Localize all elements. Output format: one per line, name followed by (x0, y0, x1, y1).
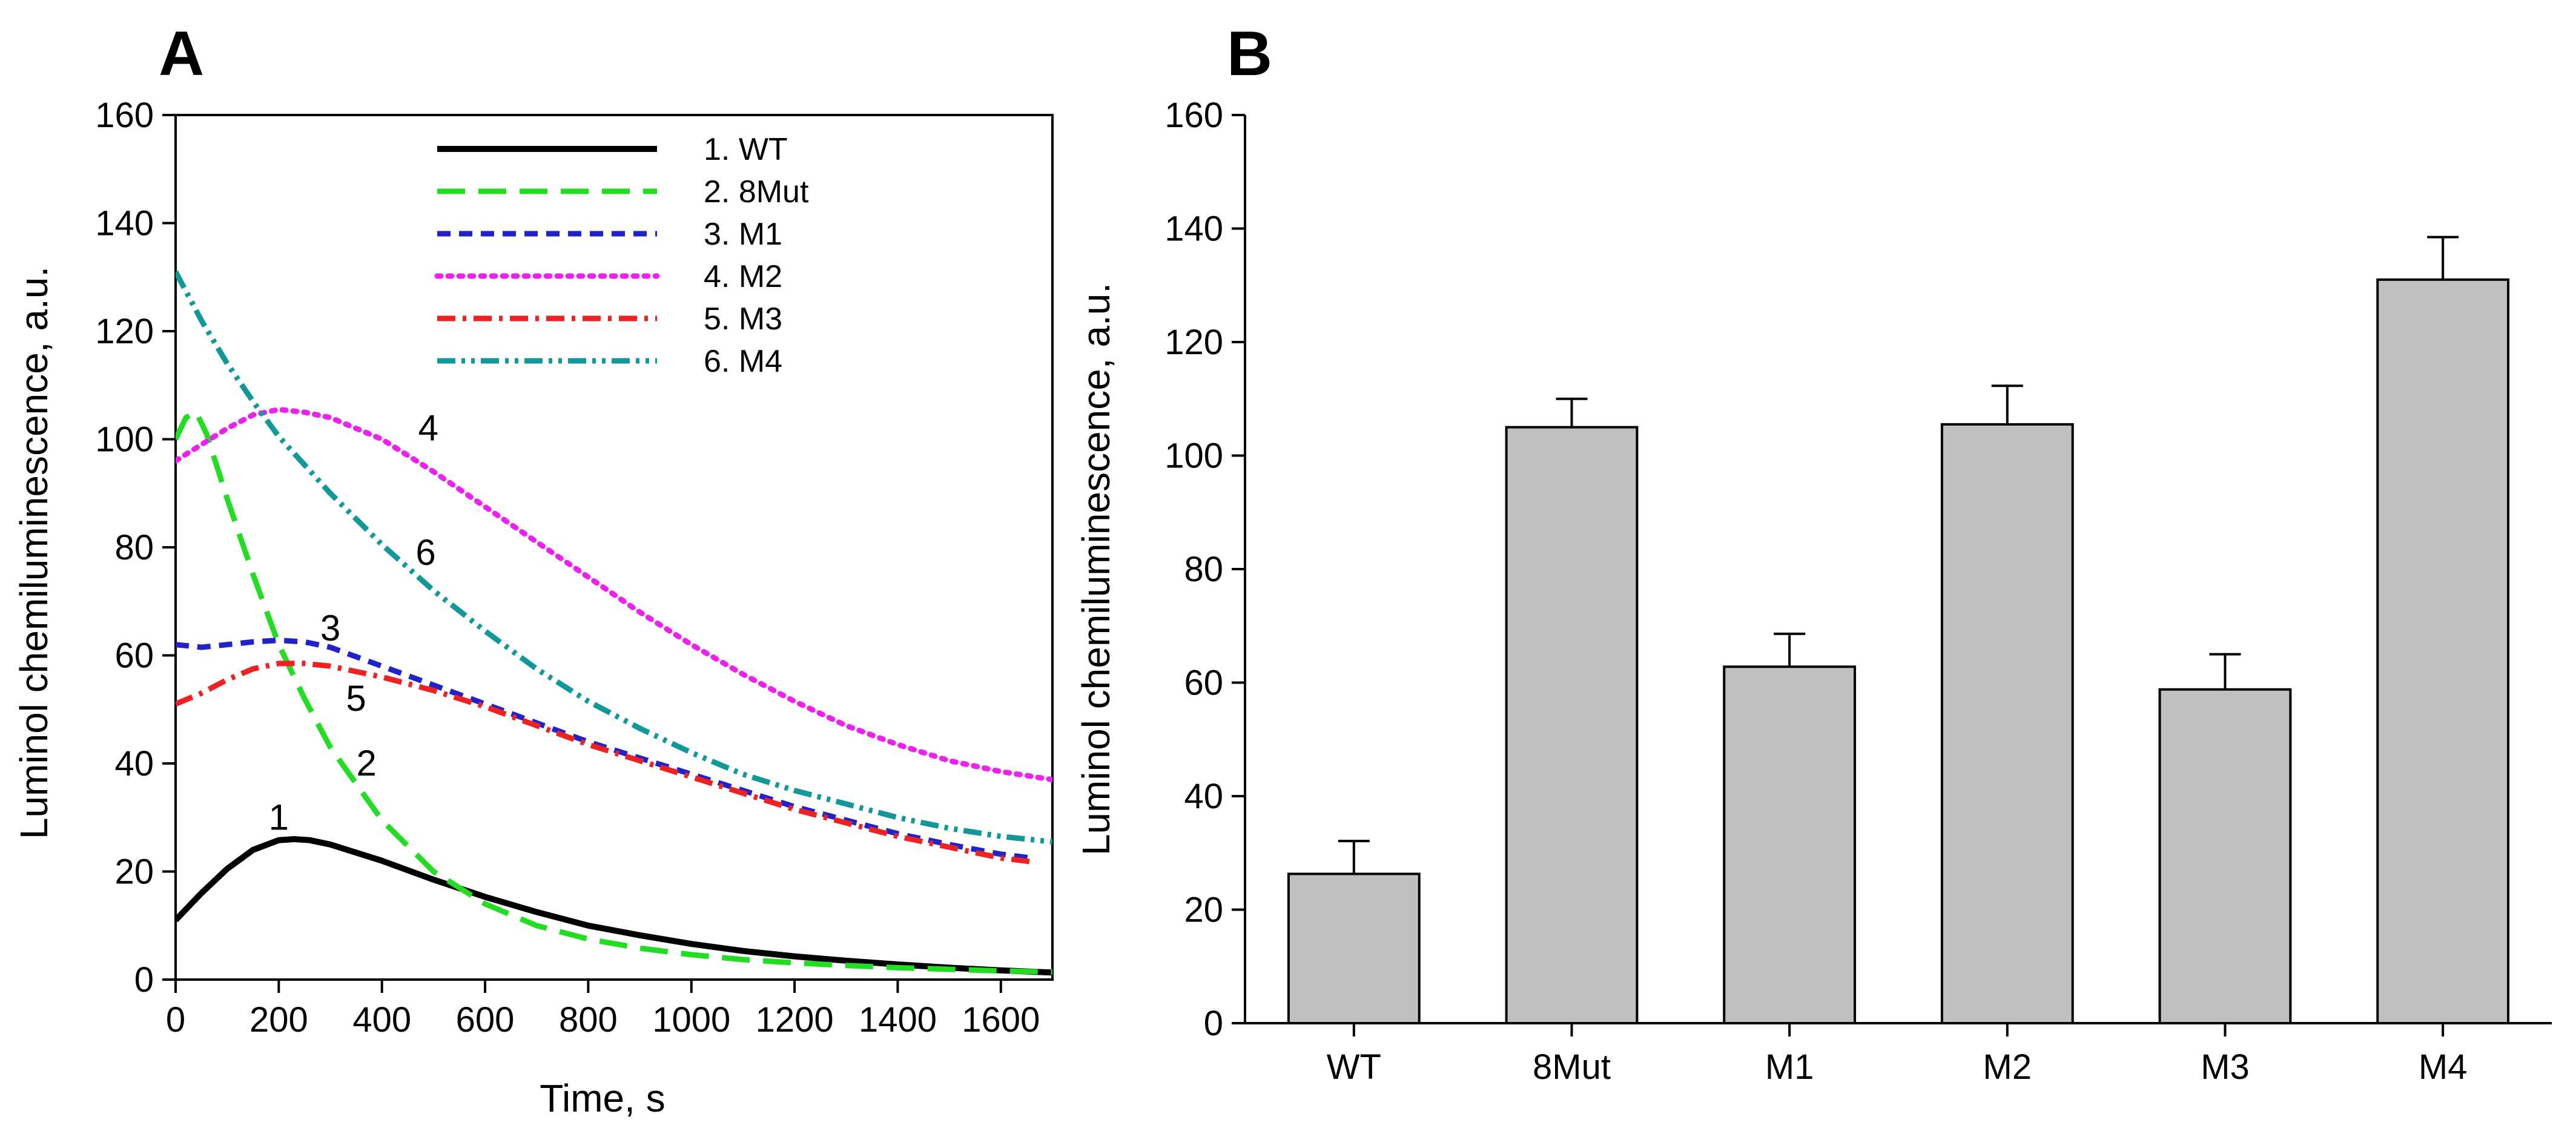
panel-a-y-tick-label: 20 (114, 852, 154, 892)
bar-M3 (2158, 688, 2292, 1024)
series-line-6 (176, 270, 1052, 845)
panel-b-x-tick-label: M2 (1983, 1047, 2032, 1087)
panel-a-x-tick-label: 1600 (962, 1000, 1040, 1040)
panel-a-letter: A (159, 19, 204, 89)
panel-a-x-tick-label: 1400 (859, 1000, 937, 1040)
bar-WT (1287, 872, 1421, 1024)
legend-label: 3. M1 (704, 217, 782, 252)
panel-b-x-tick-label: M4 (2419, 1047, 2468, 1087)
panel-a-y-tick-label: 0 (134, 960, 154, 1000)
series-curve-label-6: 6 (415, 532, 435, 573)
panel-a-y-tick-label: 60 (114, 636, 154, 676)
series-line-5 (176, 661, 1032, 865)
series-line-2 (176, 409, 1052, 975)
panel-b-y-tick-label: 80 (1184, 550, 1223, 589)
panel-b-y-tick-label: 140 (1164, 209, 1223, 249)
legend-label: 4. M2 (704, 259, 782, 294)
panel-a-x-axis-title: Time, s (540, 1076, 665, 1120)
panel-b-x-tick-label: 8Mut (1533, 1047, 1611, 1087)
panel-a-x-tick-label: 0 (166, 1000, 185, 1040)
series-curve-label-4: 4 (418, 408, 438, 449)
legend-label: 6. M4 (704, 344, 782, 379)
panel-a-x-tick-label: 200 (249, 1000, 308, 1040)
panel-a-y-axis-title: Luminol chemiluminescence, a.u. (12, 266, 56, 839)
panel-b-y-tick-label: 120 (1164, 323, 1223, 362)
panel-b-y-tick-label: 20 (1184, 891, 1223, 930)
bar-M4 (2376, 278, 2510, 1024)
panel-a-x-tick-label: 1000 (652, 1000, 730, 1040)
panel-b-y-tick-label: 40 (1184, 777, 1223, 816)
bar-M2 (1940, 423, 2074, 1024)
panel-b-y-tick-label: 100 (1164, 437, 1223, 476)
panel-a-x-tick-label: 1200 (756, 1000, 834, 1040)
bar-8Mut (1505, 426, 1639, 1024)
panel-a-y-tick-label: 100 (95, 420, 154, 460)
panel-a-y-tick-label: 80 (114, 528, 154, 567)
panel-b-x-tick-label: WT (1327, 1047, 1381, 1087)
panel-b-marks: 0 20 40 60 80 100 120 140 160 WT 8Mut M1 M2 M3 M4 (1164, 96, 2552, 1087)
bar-M1 (1723, 665, 1857, 1024)
panel-a-plot-frame (174, 114, 1054, 981)
panel-a-x-tick-label: 800 (559, 1000, 618, 1040)
panel-a-y-tick-label: 40 (114, 744, 154, 783)
panel-a-x-tick-label: 600 (456, 1000, 515, 1040)
panel-b-y-tick-label: 160 (1164, 96, 1223, 135)
panel-a-x-tick-label: 400 (352, 1000, 411, 1040)
panel-b-bar-chart: B 0 20 40 60 80 100 120 140 160 WT 8Mut M1 M2 M3 M4 Lu… (1074, 19, 2552, 1087)
panel-a-legend: 1. WT 2. 8Mut 3. M1 4. M2 5. M3 6. M4 (434, 132, 809, 379)
series-line-1 (176, 836, 1052, 976)
panel-a-y-tick-label: 120 (95, 312, 154, 351)
panel-b-y-tick-label: 60 (1184, 664, 1223, 703)
panel-b-x-tick-label: M3 (2201, 1047, 2250, 1087)
panel-b-letter: B (1227, 19, 1272, 89)
legend-label: 2. 8Mut (704, 174, 809, 209)
series-curve-label-1: 1 (269, 797, 289, 837)
panel-b-y-tick-label: 0 (1204, 1004, 1223, 1043)
panel-b-y-axis-title: Luminol chemiluminescence, a.u. (1074, 283, 1118, 855)
panel-b-x-tick-label: M1 (1765, 1047, 1814, 1087)
legend-label: 1. WT (704, 132, 788, 167)
panel-a-y-tick-label: 140 (95, 204, 154, 243)
legend-label: 5. M3 (704, 302, 782, 337)
panel-a-y-tick-label: 160 (95, 96, 154, 135)
series-curve-label-3: 3 (320, 608, 340, 648)
series-curve-label-2: 2 (356, 743, 376, 783)
series-curve-label-5: 5 (346, 678, 366, 719)
